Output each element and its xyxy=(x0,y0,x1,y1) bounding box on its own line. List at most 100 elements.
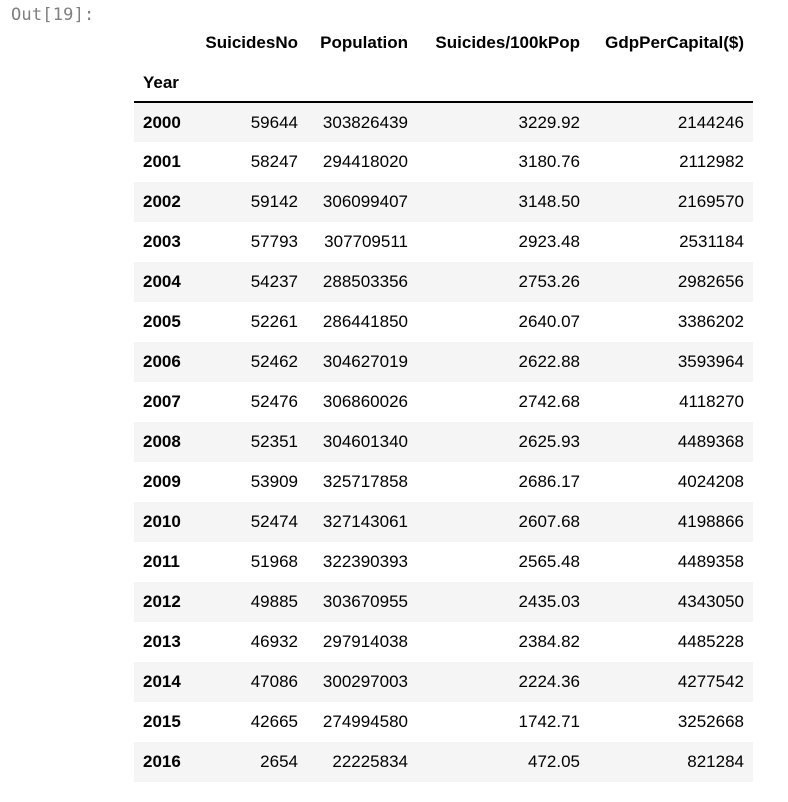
row-index-year: 2010 xyxy=(143,512,181,531)
cell-gdp-per-capital: 4024208 xyxy=(677,472,744,491)
cell-suicides-per-100k: 2224.36 xyxy=(518,672,580,691)
table-row: 2015 42665 274994580 1742.71 3252668 xyxy=(134,702,753,742)
cell-suicides-per-100k: 2622.88 xyxy=(518,352,580,371)
row-index-year: 2012 xyxy=(143,592,181,611)
table-row: 2009 53909 325717858 2686.17 4024208 xyxy=(134,462,753,502)
output-prompt: Out[19]: xyxy=(11,5,95,25)
cell-suicides-no: 49885 xyxy=(250,592,298,611)
cell-gdp-per-capital: 2112982 xyxy=(679,152,744,171)
cell-suicides-no: 58247 xyxy=(250,152,298,171)
cell-gdp-per-capital: 2531184 xyxy=(679,232,744,251)
cell-population: 288503356 xyxy=(322,272,408,291)
cell-suicides-no: 52261 xyxy=(250,312,298,331)
cell-population: 22225834 xyxy=(332,752,408,771)
cell-suicides-no: 57793 xyxy=(250,232,298,251)
cell-suicides-per-100k: 3148.50 xyxy=(518,192,580,211)
row-index-year: 2002 xyxy=(143,192,181,211)
cell-population: 300297003 xyxy=(322,672,408,691)
cell-suicides-per-100k: 2435.03 xyxy=(518,592,580,611)
row-index-year: 2004 xyxy=(143,272,181,291)
cell-population: 307709511 xyxy=(324,232,408,251)
cell-suicides-no: 52474 xyxy=(250,512,298,531)
cell-suicides-no: 42665 xyxy=(250,712,298,731)
cell-suicides-per-100k: 1742.71 xyxy=(518,712,580,731)
cell-suicides-no: 2654 xyxy=(260,752,298,771)
row-index-year: 2007 xyxy=(143,392,181,411)
table-row: 2011 51968 322390393 2565.48 4489358 xyxy=(134,542,753,582)
cell-suicides-no: 46932 xyxy=(250,632,298,651)
table-row: 2002 59142 306099407 3148.50 2169570 xyxy=(134,182,753,222)
cell-suicides-no: 52351 xyxy=(250,432,298,451)
cell-gdp-per-capital: 821284 xyxy=(687,752,744,771)
cell-suicides-no: 47086 xyxy=(250,672,298,691)
cell-gdp-per-capital: 4118270 xyxy=(679,392,744,411)
table-row: 2000 59644 303826439 3229.92 2144246 xyxy=(134,102,753,142)
column-header-suicides-per-100k: Suicides/100kPop xyxy=(435,33,580,52)
cell-population: 297914038 xyxy=(322,632,408,651)
dataframe-table: SuicidesNo Population Suicides/100kPop G… xyxy=(134,22,753,782)
cell-population: 306860026 xyxy=(322,392,408,411)
row-index-year: 2016 xyxy=(143,752,181,771)
cell-gdp-per-capital: 3252668 xyxy=(677,712,744,731)
table-row: 2014 47086 300297003 2224.36 4277542 xyxy=(134,662,753,702)
row-index-year: 2014 xyxy=(143,672,181,691)
table-row: 2003 57793 307709511 2923.48 2531184 xyxy=(134,222,753,262)
row-index-year: 2005 xyxy=(143,312,181,331)
cell-suicides-per-100k: 3229.92 xyxy=(518,112,580,132)
index-corner xyxy=(134,22,191,64)
cell-population: 327143061 xyxy=(322,512,408,531)
cell-population: 286441850 xyxy=(322,312,408,331)
cell-population: 325717858 xyxy=(322,472,408,491)
cell-population: 274994580 xyxy=(322,712,408,731)
table-row: 2006 52462 304627019 2622.88 3593964 xyxy=(134,342,753,382)
table-row: 2010 52474 327143061 2607.68 4198866 xyxy=(134,502,753,542)
row-index-year: 2008 xyxy=(143,432,181,451)
table-row: 2007 52476 306860026 2742.68 4118270 xyxy=(134,382,753,422)
cell-suicides-no: 59644 xyxy=(250,112,298,132)
row-index-year: 2009 xyxy=(143,472,181,491)
cell-suicides-per-100k: 3180.76 xyxy=(518,152,580,171)
row-index-year: 2006 xyxy=(143,352,181,371)
column-header-gdp-per-capital: GdpPerCapital($) xyxy=(605,33,744,52)
cell-gdp-per-capital: 4489368 xyxy=(677,432,744,451)
cell-suicides-per-100k: 2640.07 xyxy=(518,312,580,331)
cell-gdp-per-capital: 3593964 xyxy=(677,352,744,371)
cell-suicides-per-100k: 2625.93 xyxy=(518,432,580,451)
index-name-year: Year xyxy=(143,72,179,92)
cell-suicides-per-100k: 2686.17 xyxy=(518,472,580,491)
cell-population: 294418020 xyxy=(322,152,408,171)
cell-gdp-per-capital: 2982656 xyxy=(677,272,744,291)
cell-suicides-no: 54237 xyxy=(250,272,298,291)
row-index-year: 2003 xyxy=(143,232,181,251)
cell-suicides-per-100k: 2607.68 xyxy=(518,512,580,531)
cell-population: 303670955 xyxy=(322,592,408,611)
cell-suicides-per-100k: 2923.48 xyxy=(518,232,580,251)
row-index-year: 2011 xyxy=(143,552,180,571)
row-index-year: 2013 xyxy=(143,632,181,651)
column-header-row: SuicidesNo Population Suicides/100kPop G… xyxy=(134,22,753,64)
table-row: 2012 49885 303670955 2435.03 4343050 xyxy=(134,582,753,622)
cell-gdp-per-capital: 4198866 xyxy=(677,512,744,531)
cell-population: 322390393 xyxy=(322,552,408,571)
cell-suicides-per-100k: 2565.48 xyxy=(518,552,580,571)
table-row: 2001 58247 294418020 3180.76 2112982 xyxy=(134,142,753,182)
cell-gdp-per-capital: 4489358 xyxy=(677,552,744,571)
cell-suicides-no: 59142 xyxy=(250,192,298,211)
cell-suicides-no: 52476 xyxy=(250,392,298,411)
cell-population: 306099407 xyxy=(322,192,408,211)
cell-suicides-per-100k: 2384.82 xyxy=(518,632,580,651)
cell-gdp-per-capital: 2144246 xyxy=(677,112,744,132)
table-row: 2013 46932 297914038 2384.82 4485228 xyxy=(134,622,753,662)
cell-gdp-per-capital: 2169570 xyxy=(677,192,744,211)
column-header-suicides-no: SuicidesNo xyxy=(205,33,298,52)
cell-suicides-no: 51968 xyxy=(250,552,298,571)
cell-suicides-per-100k: 2742.68 xyxy=(518,392,580,411)
cell-suicides-per-100k: 2753.26 xyxy=(518,272,580,291)
cell-population: 304627019 xyxy=(322,352,408,371)
table-row: 2008 52351 304601340 2625.93 4489368 xyxy=(134,422,753,462)
row-index-year: 2000 xyxy=(143,112,181,132)
table-row: 2005 52261 286441850 2640.07 3386202 xyxy=(134,302,753,342)
cell-suicides-per-100k: 472.05 xyxy=(528,752,580,771)
column-header-population: Population xyxy=(320,33,408,52)
cell-gdp-per-capital: 4485228 xyxy=(677,632,744,651)
